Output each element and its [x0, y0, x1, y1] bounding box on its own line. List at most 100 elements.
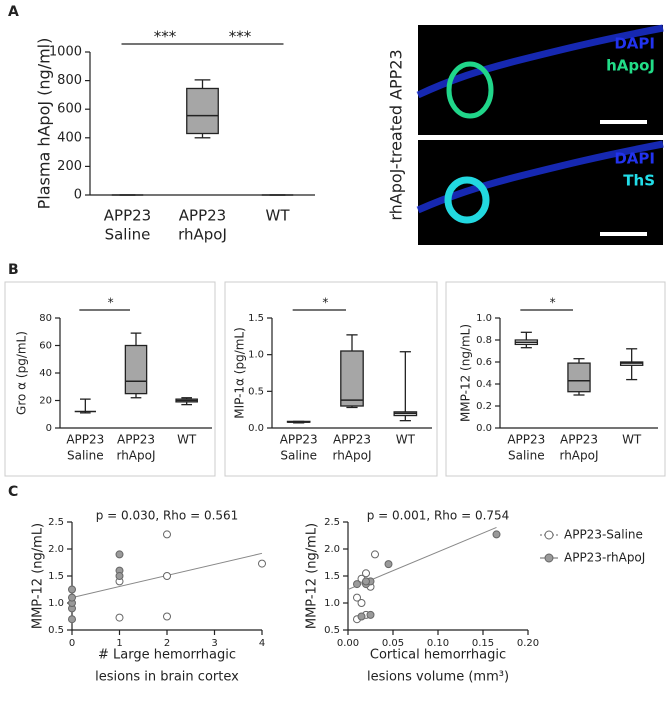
x-axis-label: Cortical hemorrhagic [370, 648, 506, 663]
point [492, 530, 501, 539]
point [353, 593, 361, 602]
point [353, 580, 361, 589]
y-tick-label: 0.0 [248, 423, 264, 434]
point [163, 530, 171, 539]
y-tick-label: 2.0 [324, 544, 340, 555]
point [362, 577, 370, 586]
x-tick-label: 0.20 [517, 638, 539, 649]
x-tick-label: 0.15 [472, 638, 494, 649]
point [68, 593, 76, 602]
y-tick-label: 1.0 [248, 350, 264, 361]
y-tick-label: 1.0 [476, 313, 492, 324]
y-tick-label: 0.5 [48, 625, 64, 636]
x-tick-label: rhApoJ [559, 449, 598, 463]
x-tick-label: APP23 [280, 433, 318, 447]
x-tick-label: 3 [211, 638, 217, 649]
point [115, 572, 124, 580]
y-axis-label: MMP-12 (ng/mL) [305, 523, 320, 629]
x-tick-label: rhApoJ [178, 226, 227, 244]
y-tick-label: 1.0 [48, 598, 64, 609]
significance-label: * [108, 296, 114, 310]
chart-title: p = 0.001, Rho = 0.754 [367, 509, 510, 523]
panel-frame [224, 281, 438, 477]
y-tick-label: 0.5 [324, 625, 340, 636]
panel-frame [4, 281, 216, 477]
y-tick-label: 1.0 [324, 598, 340, 609]
stain-label: ThS [623, 172, 655, 190]
box [340, 350, 364, 407]
x-tick-label: WT [266, 207, 291, 225]
point [258, 559, 266, 568]
y-tick-label: 1.5 [48, 571, 64, 582]
y-tick-label: 2.5 [324, 517, 340, 528]
x-tick-label: Saline [508, 449, 545, 463]
micrograph: DAPI ThS [416, 140, 664, 245]
x-tick-label: 2 [164, 638, 170, 649]
y-tick-label: 1.5 [248, 313, 264, 324]
x-tick-label: APP23 [117, 433, 155, 447]
micrograph: DAPI hApoJ [416, 24, 664, 135]
y-axis-label: MMP-12 (ng/mL) [31, 523, 46, 629]
x-tick-label: APP23 [104, 207, 151, 225]
y-tick-label: 1.5 [324, 571, 340, 582]
x-tick-label: APP23 [179, 207, 226, 225]
box [567, 362, 591, 393]
point [384, 560, 393, 569]
y-tick-label: 0.0 [476, 423, 492, 434]
point [115, 550, 124, 559]
significance-label: *** [229, 28, 252, 46]
chart-title: p = 0.030, Rho = 0.561 [96, 509, 239, 523]
panel-label: A [8, 4, 19, 20]
y-tick-label: 2.5 [48, 517, 64, 528]
x-tick-label: WT [177, 433, 197, 447]
point [357, 612, 366, 621]
x-tick-label: rhApoJ [116, 449, 155, 463]
y-tick-label: 1000 [49, 45, 82, 60]
x-tick-label: APP23 [507, 433, 545, 447]
panel-frame [445, 281, 666, 477]
y-tick-label: 60 [39, 341, 52, 352]
significance-label: * [322, 296, 328, 310]
y-tick-label: 0.8 [476, 335, 492, 346]
y-tick-label: 0.2 [476, 401, 492, 412]
y-tick-label: 20 [39, 396, 52, 407]
y-tick-label: 0.4 [476, 379, 492, 390]
panel-label: B [8, 262, 19, 278]
x-tick-label: WT [622, 433, 642, 447]
x-axis-label: lesions in brain cortex [95, 670, 239, 685]
x-tick-label: WT [396, 433, 416, 447]
y-tick-label: 600 [57, 102, 82, 117]
stain-label: hApoJ [606, 57, 655, 75]
legend-marker [544, 530, 554, 540]
y-tick-label: 40 [39, 368, 52, 379]
x-tick-label: APP23 [66, 433, 104, 447]
panel-label: C [8, 484, 18, 500]
x-tick-label: 0.05 [382, 638, 404, 649]
point [115, 613, 124, 622]
y-tick-label: 80 [39, 313, 52, 324]
x-axis-label: # Large hemorrhagic [98, 648, 236, 663]
point [366, 610, 375, 619]
legend-label: APP23-rhApoJ [564, 551, 645, 565]
x-tick-label: 4 [259, 638, 265, 649]
significance-label: *** [154, 28, 177, 46]
x-axis-label: lesions volume (mm³) [367, 670, 509, 685]
significance-label: * [550, 296, 556, 310]
x-tick-label: rhApoJ [332, 449, 371, 463]
point [362, 569, 370, 578]
y-tick-label: 0.5 [248, 386, 264, 397]
x-tick-label: 0.10 [427, 638, 449, 649]
y-tick-label: 0 [74, 188, 82, 203]
x-tick-label: APP23 [560, 433, 598, 447]
y-axis-label: MIP-1α (pg/mL) [233, 327, 247, 419]
point [163, 572, 171, 580]
x-tick-label: Saline [67, 449, 104, 463]
micrograph-label: rhApoJ-treated APP23 [387, 49, 406, 220]
x-tick-label: APP23 [333, 433, 371, 447]
y-axis-label: MMP-12 (ng/mL) [459, 324, 473, 422]
stain-label: DAPI [614, 35, 655, 53]
point [163, 612, 171, 621]
y-axis-label: Gro α (pg/mL) [15, 331, 29, 415]
y-tick-label: 0 [46, 423, 52, 434]
